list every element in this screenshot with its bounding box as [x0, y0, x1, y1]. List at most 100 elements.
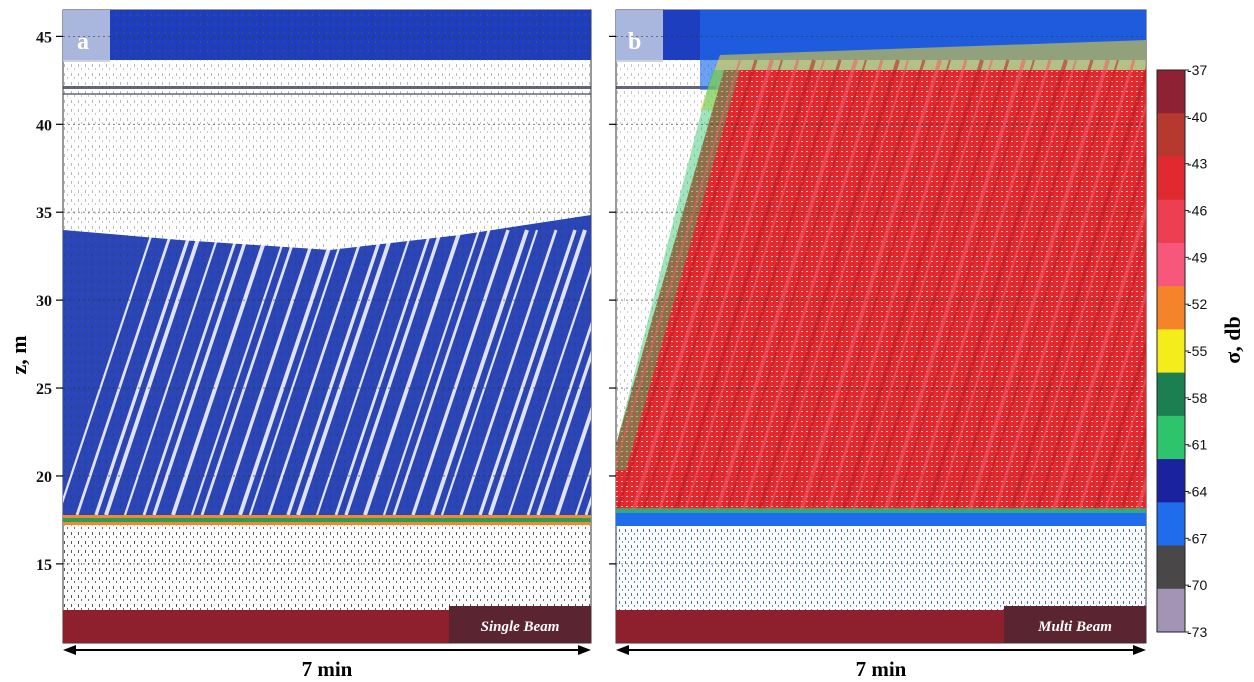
- streak: [992, 59, 1136, 516]
- streak: [656, 59, 800, 516]
- y-tick-label: 20: [36, 469, 52, 486]
- streak: [286, 229, 385, 516]
- colorbar-tick-label: -37: [1187, 62, 1207, 78]
- streak: [798, 59, 942, 516]
- streak: [1008, 66, 1146, 516]
- streak: [190, 229, 289, 516]
- panel-b-gridlines: [616, 35, 1146, 565]
- colorbar-segment: [1157, 415, 1185, 460]
- streak: [75, 229, 174, 516]
- streak: [935, 59, 1077, 516]
- streak: [782, 59, 926, 516]
- colorbar-tick-label: -73: [1187, 624, 1207, 640]
- streak: [824, 59, 968, 516]
- panel-b-strong-line-green: [616, 508, 1146, 513]
- streak: [440, 229, 539, 516]
- panel-b-time-label: 7 min: [856, 657, 907, 681]
- panel-b-streaks: [616, 59, 1146, 516]
- streak: [267, 229, 366, 516]
- streak: [1019, 102, 1146, 516]
- panel-a-strong-line-core: [63, 518, 591, 522]
- streak: [1034, 152, 1146, 516]
- streak: [924, 59, 1068, 516]
- streak: [908, 59, 1052, 516]
- streak: [555, 406, 591, 516]
- colorbar-segment: [1157, 545, 1185, 590]
- streak: [809, 59, 951, 516]
- panel-b-beam-label-box: [1004, 606, 1146, 643]
- panel-b-y-ticks: [609, 35, 616, 565]
- colorbar-tick-label: -61: [1187, 437, 1207, 453]
- panel-a-y-ticks: 15 20 25 30 35 40 45: [36, 29, 63, 574]
- colorbar-segment: [1157, 459, 1185, 503]
- panel-b-line-14: [616, 86, 716, 89]
- streak: [893, 59, 1035, 516]
- streak: [430, 229, 529, 516]
- colorbar-tick-label: -49: [1187, 249, 1207, 265]
- panel-a-gaps: [63, 229, 591, 516]
- streak: [238, 229, 337, 516]
- colorbar-tick-label: -52: [1187, 296, 1207, 312]
- panel-a-beam-label-box: [449, 606, 591, 643]
- streak: [334, 229, 433, 516]
- colorbar-tick-label: -55: [1187, 343, 1207, 359]
- streak: [641, 59, 783, 516]
- colorbar-tick-label: -64: [1187, 484, 1207, 500]
- streak: [123, 229, 222, 516]
- streak: [616, 59, 741, 467]
- streak: [882, 59, 1026, 516]
- streak: [382, 229, 481, 516]
- y-tick-label: 15: [36, 557, 52, 574]
- streak: [1076, 288, 1146, 516]
- colorbar-segment: [1157, 286, 1185, 330]
- streak: [363, 229, 462, 516]
- streak: [1103, 375, 1146, 516]
- panel-a-line-14b: [63, 93, 591, 95]
- streak: [478, 229, 577, 516]
- panel-a-label-box: [63, 10, 110, 62]
- y-tick-label: 40: [36, 117, 52, 134]
- colorbar-segment: [1157, 329, 1185, 374]
- streak: [683, 59, 825, 516]
- colorbar-tick-label: -43: [1187, 156, 1207, 172]
- colorbar-tick-label: -58: [1187, 390, 1207, 406]
- streak: [698, 59, 842, 516]
- panel-a-time-label: 7 min: [302, 657, 353, 681]
- colorbar-segment: [1157, 502, 1185, 547]
- y-tick-label: 35: [36, 205, 52, 222]
- panel-a-letter: a: [77, 29, 89, 55]
- panel-a-lower-scatter: [63, 527, 591, 610]
- streak: [94, 229, 193, 516]
- panel-a: a Single Beam 15 20 25 30 35 40 45: [36, 9, 592, 644]
- streak: [392, 229, 491, 516]
- panel-a-beam-label: Single Beam: [481, 619, 560, 635]
- panel-b-letter: b: [628, 29, 641, 55]
- colorbar-tick-label: -40: [1187, 109, 1207, 125]
- streak: [459, 229, 558, 516]
- streak: [1092, 339, 1146, 516]
- streak: [725, 59, 867, 516]
- streak: [526, 321, 591, 516]
- streak: [219, 229, 318, 516]
- colorbar: -37 -40 -43 -46 -49 -52 -55 -58 -61 -64 -67 -70 -73: [1156, 62, 1207, 640]
- panel-b-front-edge: [616, 70, 740, 470]
- streak: [616, 59, 758, 516]
- streak: [714, 59, 858, 516]
- streak: [950, 59, 1094, 516]
- colorbar-segment: [1157, 372, 1185, 417]
- streak: [966, 59, 1110, 516]
- streak: [315, 229, 414, 516]
- colorbar-tick-label: -67: [1187, 530, 1207, 546]
- streak: [1050, 202, 1146, 516]
- panel-b-label-box: [616, 10, 663, 62]
- colorbar-tick-label: -46: [1187, 203, 1207, 219]
- colorbar-segment: [1157, 113, 1185, 157]
- streak: [630, 59, 774, 516]
- panel-a-surface-band-lines: [63, 10, 591, 60]
- panel-b-beam-label: Multi Beam: [1037, 619, 1112, 635]
- colorbar-segment: [1157, 199, 1185, 244]
- colorbar-segment: [1157, 242, 1185, 287]
- panel-a-line-14: [63, 86, 591, 89]
- panel-a-gridlines: [63, 35, 591, 565]
- streak: [672, 59, 816, 516]
